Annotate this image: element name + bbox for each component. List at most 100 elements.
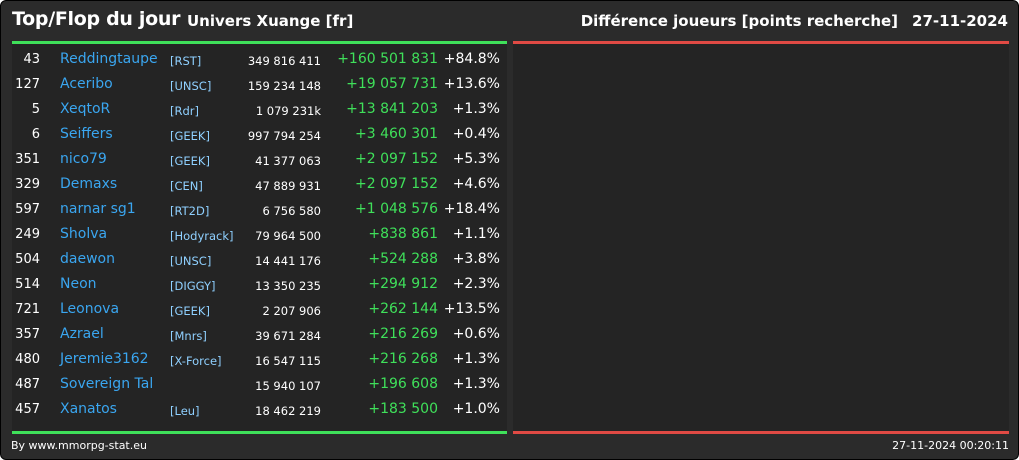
percent-change: +84.8% [443,51,500,67]
player-row: 480 Jeremie3162 [X-Force] 16 547 115 +216 26… [12,349,507,374]
alliance-tag[interactable]: [Rdr] [170,104,199,118]
points-difference: +160 501 831 [337,51,438,67]
alliance-tag[interactable]: [GEEK] [170,154,210,168]
player-points: 39 671 284 [255,329,321,343]
percent-change: +1.3% [452,101,500,117]
player-row: 597 narnar sg1 [RT2D] 6 756 580 +1 048 576 +1… [12,199,507,224]
alliance-tag[interactable]: [UNSC] [170,254,212,268]
points-difference: +838 861 [368,226,438,242]
alliance-tag[interactable]: [CEN] [170,179,203,193]
player-rank: 487 [15,377,40,392]
alliance-tag[interactable]: [X-Force] [170,354,222,368]
player-row: 457 Xanatos [Leu] 18 462 219 +183 500 +1.0% [12,399,507,424]
points-difference: +2 097 152 [355,151,438,167]
player-row: 487 Sovereign Tal 15 940 107 +196 608 +1.3% [12,374,507,399]
player-rank: 6 [31,127,40,142]
player-row: 6 Seiffers [GEEK] 997 794 254 +3 460 301 +0.4… [12,124,507,149]
player-rank: 357 [15,327,40,342]
alliance-tag[interactable]: [Hodyrack] [170,229,234,243]
points-difference: +183 500 [368,401,438,417]
player-points: 13 350 235 [255,279,321,293]
player-name-link[interactable]: Seiffers [60,126,113,142]
player-rank: 351 [15,152,40,167]
player-name-link[interactable]: Neon [60,276,97,292]
player-rank: 127 [15,77,40,92]
player-row: 721 Leonova [GEEK] 2 207 906 +262 144 +13.5% [12,299,507,324]
points-difference: +196 608 [368,376,438,392]
percent-change: +4.6% [452,176,500,192]
percent-change: +13.6% [443,76,500,92]
alliance-tag[interactable]: [Leu] [170,404,200,418]
player-name-link[interactable]: Jeremie3162 [60,351,149,367]
alliance-tag[interactable]: [DIGGY] [170,279,216,293]
player-points: 2 207 906 [262,304,321,318]
percent-change: +18.4% [443,201,500,217]
widget-title: Top/Flop du jour [12,8,181,30]
points-difference: +2 097 152 [355,176,438,192]
player-points: 18 462 219 [255,404,321,418]
player-name-link[interactable]: Leonova [60,301,120,317]
percent-change: +1.3% [452,376,500,392]
player-name-link[interactable]: Azrael [60,326,104,342]
player-name-link[interactable]: Sholva [60,226,108,242]
player-rank: 329 [15,177,40,192]
top-list: 43 Reddingtaupe [RST] 349 816 411 +160 501 8… [12,49,507,424]
player-name-link[interactable]: narnar sg1 [60,201,136,217]
player-name-link[interactable]: Demaxs [60,176,118,192]
percent-change: +2.3% [452,276,500,292]
player-rank: 597 [15,202,40,217]
player-points: 14 441 176 [255,254,321,268]
points-difference: +19 057 731 [346,76,438,92]
alliance-tag[interactable]: [GEEK] [170,129,210,143]
player-rank: 504 [15,252,40,267]
percent-change: +1.3% [452,351,500,367]
player-points: 349 816 411 [247,54,321,68]
player-rank: 457 [15,402,40,417]
credit-link[interactable]: By www.mmorpg-stat.eu [11,439,147,452]
player-rank: 43 [23,52,40,67]
player-points: 159 234 148 [247,79,321,93]
universe-label: Univers Xuange [fr] [187,12,354,30]
points-difference: +3 460 301 [355,126,438,142]
player-name-link[interactable]: Aceribo [60,76,113,92]
player-name-link[interactable]: Sovereign Tal [60,376,154,392]
player-name-link[interactable]: nico79 [60,151,107,167]
player-points: 16 547 115 [255,354,321,368]
player-name-link[interactable]: Reddingtaupe [60,51,158,67]
alliance-tag[interactable]: [Mnrs] [170,329,207,343]
player-points: 47 889 931 [255,179,321,193]
player-points: 79 964 500 [255,229,321,243]
player-points: 997 794 254 [247,129,321,143]
player-row: 357 Azrael [Mnrs] 39 671 284 +216 269 +0.6% [12,324,507,349]
player-rank: 5 [31,102,40,117]
player-row: 127 Aceribo [UNSC] 159 234 148 +19 057 731 +1… [12,74,507,99]
alliance-tag[interactable]: [GEEK] [170,304,210,318]
player-name-link[interactable]: Xanatos [60,401,117,417]
points-difference: +294 912 [368,276,438,292]
player-row: 43 Reddingtaupe [RST] 349 816 411 +160 501 8… [12,49,507,74]
player-name-link[interactable]: daewon [60,251,115,267]
player-row: 351 nico79 [GEEK] 41 377 063 +2 097 152 +5.3% [12,149,507,174]
header-date: 27-11-2024 [912,12,1008,30]
player-row: 329 Demaxs [CEN] 47 889 931 +2 097 152 +4.6% [12,174,507,199]
flop-panel [513,41,1009,434]
player-rank: 249 [15,227,40,242]
header-right: Différence joueurs [points recherche] 27-… [581,12,1008,30]
points-difference: +216 268 [368,351,438,367]
player-row: 504 daewon [UNSC] 14 441 176 +524 288 +3.8% [12,249,507,274]
player-points: 6 756 580 [262,204,321,218]
player-row: 514 Neon [DIGGY] 13 350 235 +294 912 +2.3% [12,274,507,299]
points-difference: +216 269 [368,326,438,342]
alliance-tag[interactable]: [RST] [170,54,202,68]
points-difference: +524 288 [368,251,438,267]
player-points: 41 377 063 [255,154,321,168]
points-difference: +1 048 576 [355,201,438,217]
alliance-tag[interactable]: [RT2D] [170,204,210,218]
metric-label: Différence joueurs [points recherche] [580,12,899,30]
footer-timestamp: 27-11-2024 00:20:11 [892,439,1009,452]
player-points: 1 079 231k [255,104,321,118]
flop-panel-bottom-bar [513,431,1009,434]
alliance-tag[interactable]: [UNSC] [170,79,212,93]
player-name-link[interactable]: XeqtoR [60,101,111,117]
